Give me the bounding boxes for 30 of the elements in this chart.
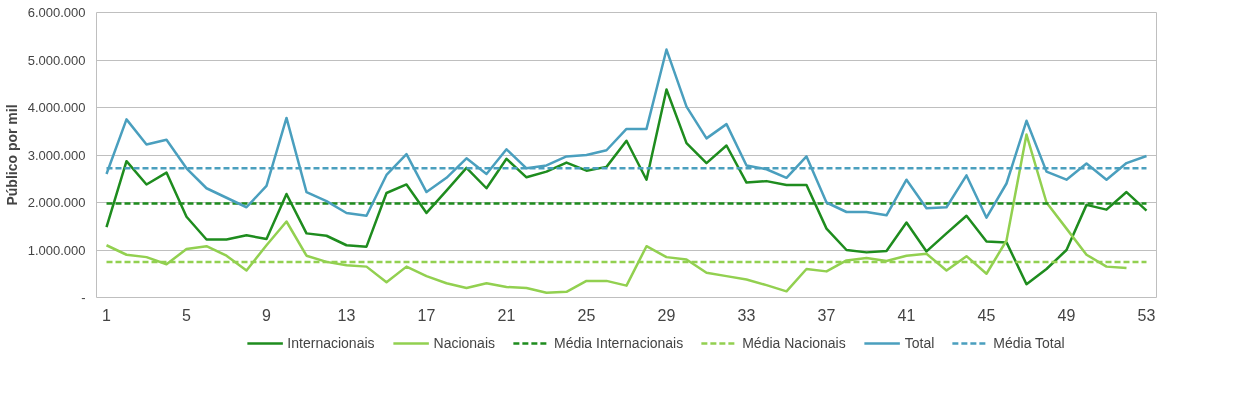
y-tick-label: 1.000.000 <box>27 242 86 258</box>
y-axis-title: Público por mil <box>3 104 20 206</box>
legend-label: Internacionais <box>287 335 375 351</box>
y-tick-label: 4.000.000 <box>27 100 86 115</box>
line-series <box>105 88 1148 286</box>
y-tick-label: 2.000.000 <box>27 195 86 210</box>
x-tick-label: 41 <box>897 306 916 324</box>
line-series <box>105 48 1148 219</box>
y-tick-label: 6.000.000 <box>27 5 86 20</box>
y-tick-label: 5.000.000 <box>27 52 86 68</box>
legend-label: Média Total <box>993 335 1065 351</box>
y-tick-label: 3.000.000 <box>27 147 86 163</box>
x-tick-label: 1 <box>102 306 112 324</box>
legend-label: Nacionais <box>433 335 496 351</box>
x-tick-label: 33 <box>737 306 756 324</box>
x-tick-label: 25 <box>577 306 596 324</box>
x-tick-label: 17 <box>417 306 436 324</box>
x-tick-label: 13 <box>337 306 356 324</box>
x-tick-label: 9 <box>262 306 272 324</box>
x-tick-label: 49 <box>1057 306 1076 324</box>
x-tick-label: 29 <box>657 306 676 324</box>
legend-label: Média Nacionais <box>742 335 846 351</box>
legend-label: Média Internacionais <box>554 335 684 351</box>
x-tick-label: 53 <box>1137 306 1156 324</box>
x-tick-label: 37 <box>817 306 836 324</box>
legend-label: Total <box>904 335 935 351</box>
y-tick-label: - <box>81 290 86 305</box>
x-tick-label: 21 <box>497 306 516 324</box>
x-tick-label: 5 <box>182 306 192 324</box>
x-tick-label: 45 <box>977 306 996 324</box>
